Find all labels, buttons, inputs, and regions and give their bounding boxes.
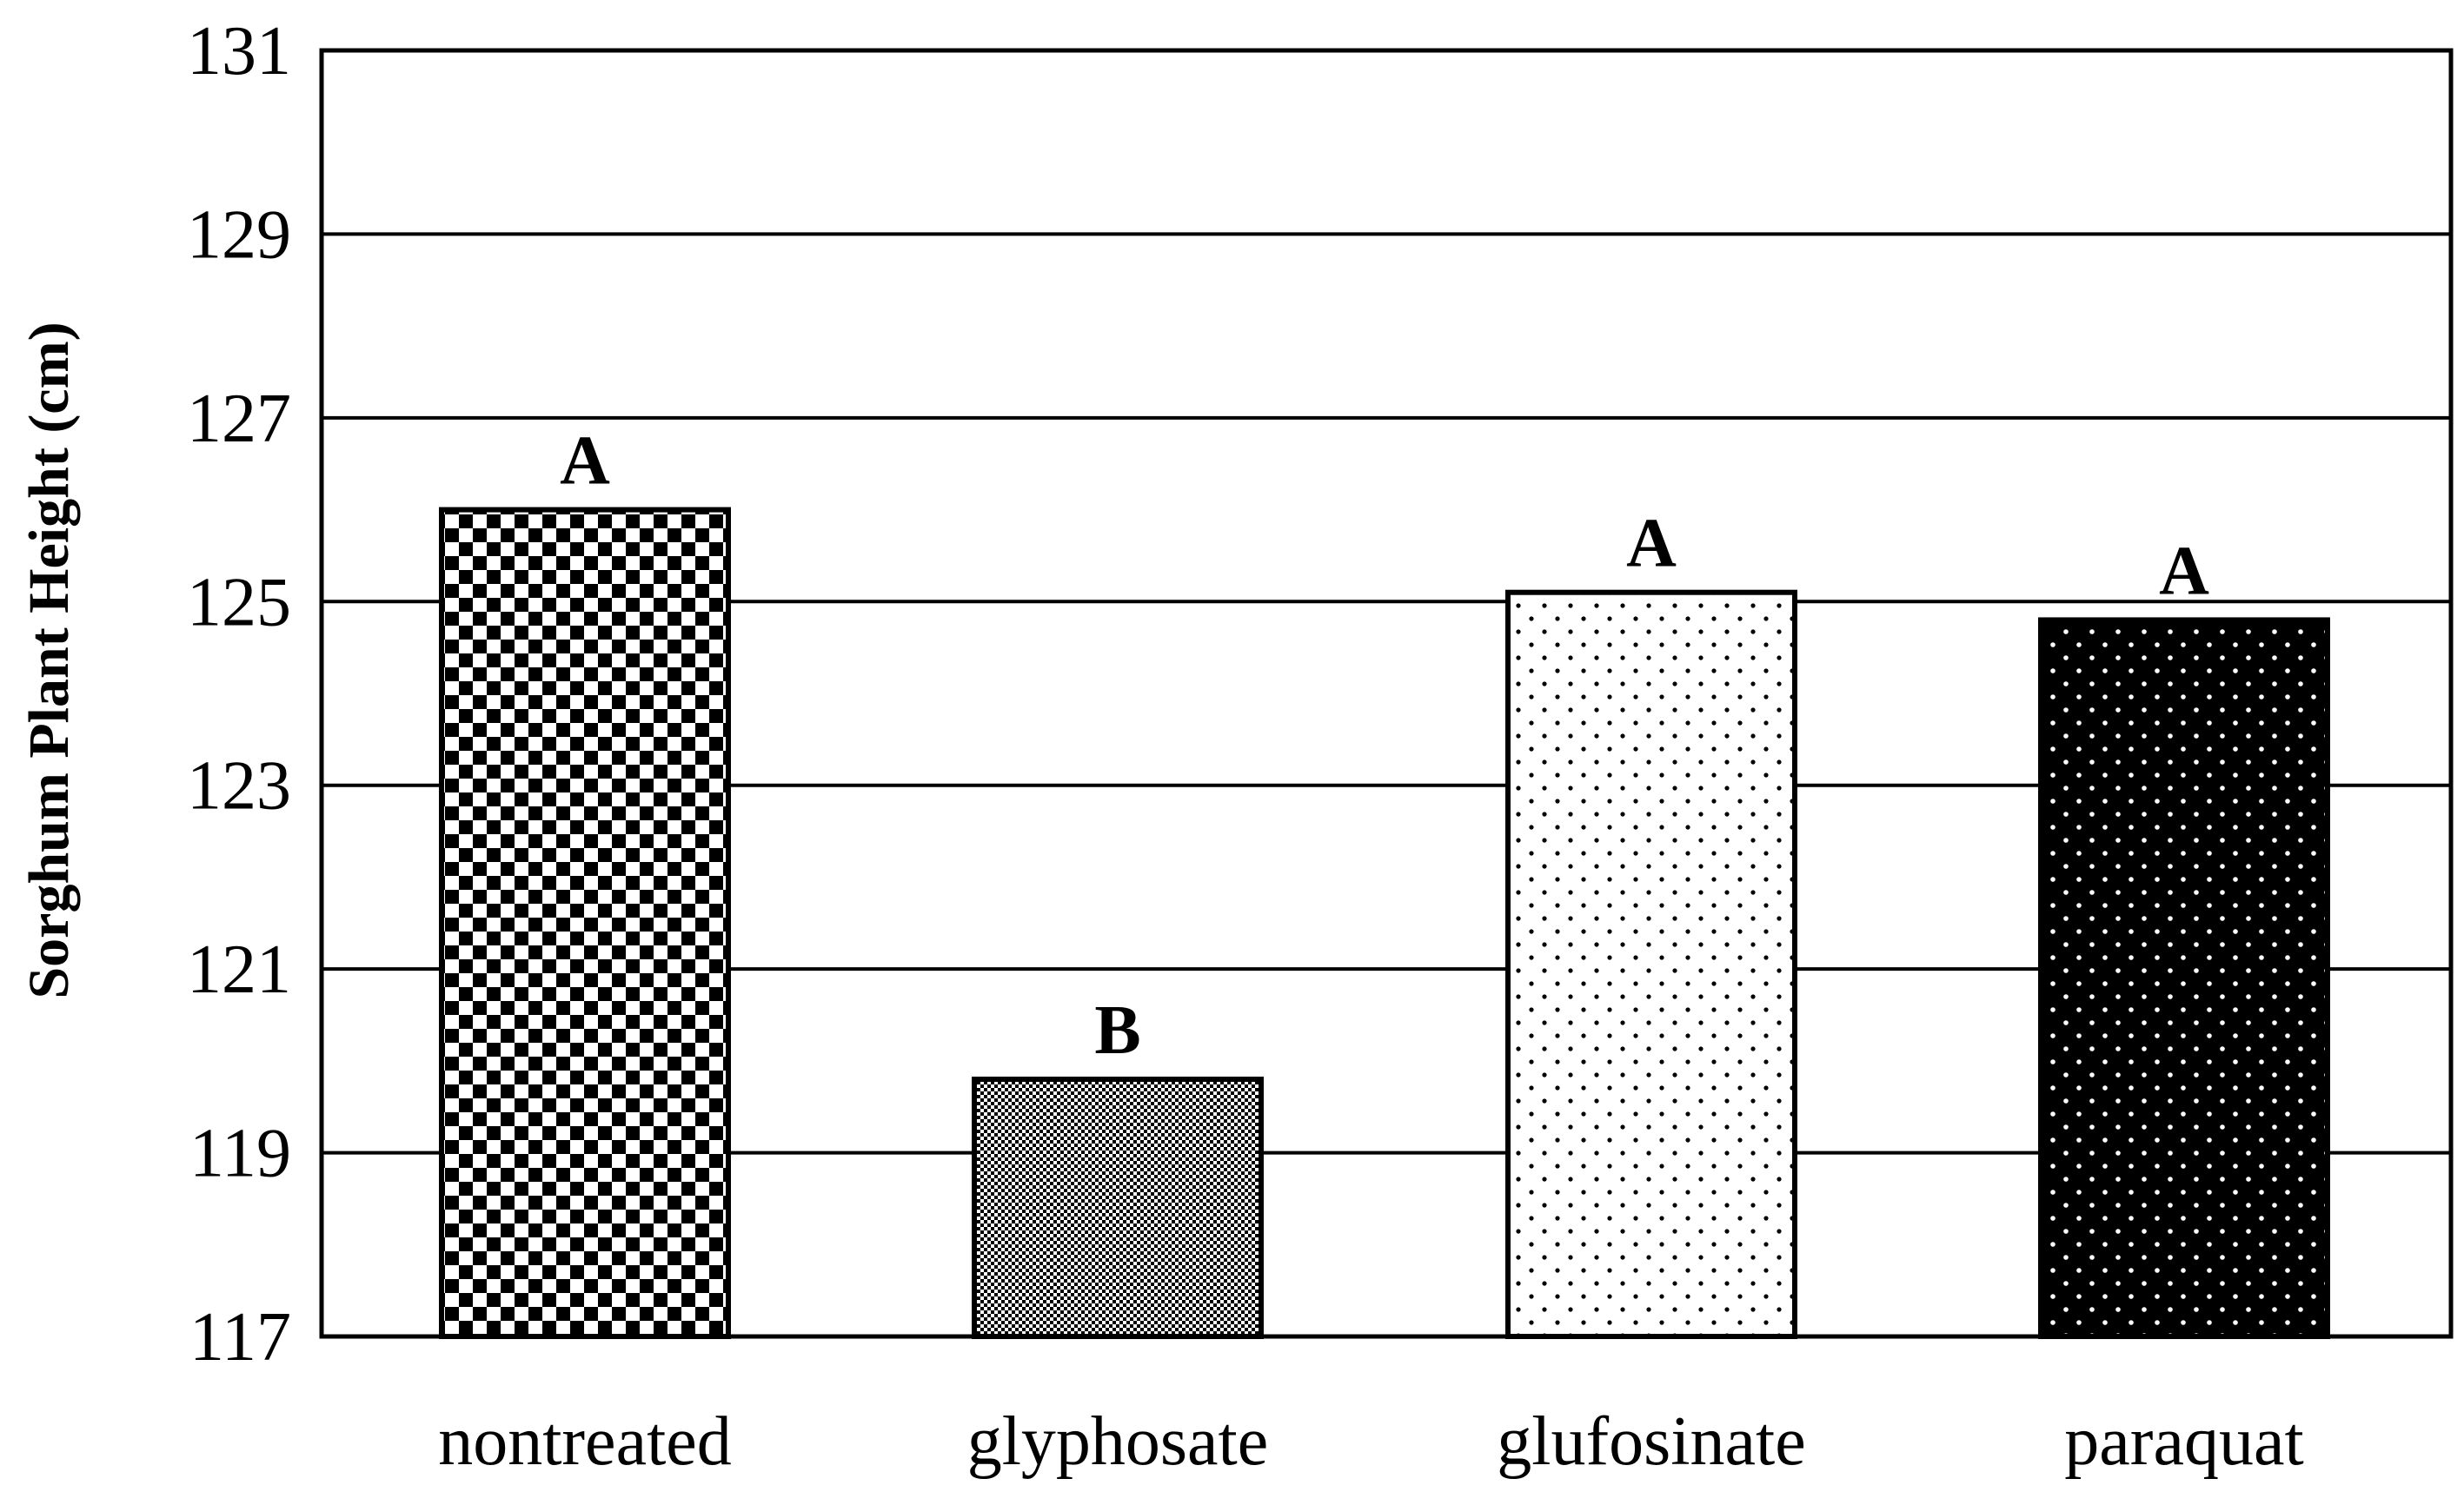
y-tick-label: 127	[187, 381, 291, 457]
significance-letter: B	[1094, 992, 1140, 1069]
y-tick-label: 119	[189, 1116, 291, 1192]
y-tick-label: 117	[189, 1299, 291, 1376]
y-axis-ticks: 117 119 121 123 125 127 129 131	[187, 13, 291, 1376]
x-category-label: paraquat	[2064, 1403, 2303, 1480]
bar-paraquat	[2038, 617, 2330, 1339]
bars	[439, 507, 2330, 1339]
significance-letter: A	[560, 423, 610, 500]
y-tick-label: 123	[187, 748, 291, 825]
y-tick-label: 121	[187, 932, 291, 1008]
significance-letter: A	[2159, 533, 2209, 609]
y-axis-title: Sorghum Plant Height (cm)	[17, 322, 81, 998]
x-axis-labels: nontreated glyphosate glufosinate paraquat	[438, 1403, 2304, 1480]
bar-glufosinate	[1505, 589, 1797, 1339]
y-tick-label: 125	[187, 564, 291, 640]
x-category-label: glufosinate	[1497, 1403, 1805, 1480]
y-tick-label: 129	[187, 196, 291, 273]
significance-letter: A	[1626, 506, 1677, 582]
y-tick-label: 131	[187, 13, 291, 90]
x-category-label: glyphosate	[967, 1403, 1269, 1480]
significance-labels: A B A A	[560, 423, 2209, 1069]
bar-glyphosate	[972, 1077, 1264, 1339]
x-category-label: nontreated	[438, 1403, 732, 1480]
bar-nontreated	[439, 507, 731, 1339]
plot-frame	[319, 48, 2454, 1339]
